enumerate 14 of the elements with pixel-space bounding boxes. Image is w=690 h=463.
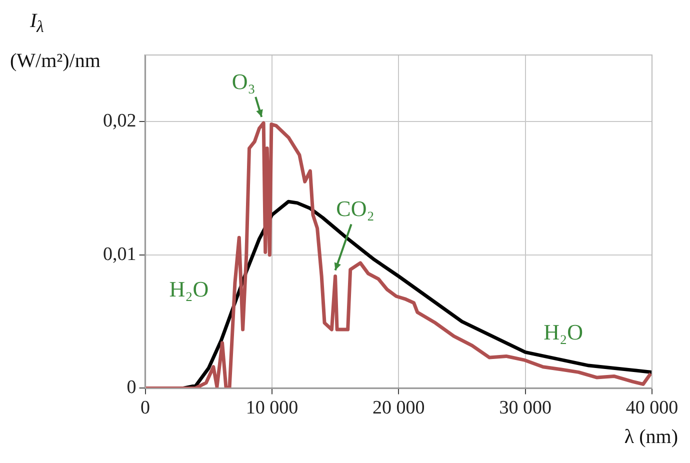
x-axis-title: λ (nm) bbox=[624, 426, 678, 449]
y-tick-label: 0 bbox=[126, 377, 136, 398]
annotation: H₂O bbox=[544, 319, 584, 344]
annotation: O₃ bbox=[232, 68, 256, 94]
y-tick-label: 0,01 bbox=[103, 244, 136, 265]
y-tick-label: 0,02 bbox=[103, 110, 136, 132]
x-tick-label: 20 000 bbox=[372, 398, 425, 419]
x-tick-label: 10 000 bbox=[246, 398, 298, 419]
annotation: H₂O bbox=[169, 276, 209, 302]
annotation: CO₂ bbox=[336, 196, 374, 222]
x-tick-label: 30 000 bbox=[499, 398, 552, 419]
x-tick-label: 40 000 bbox=[626, 398, 678, 419]
x-tick-label: 0 bbox=[140, 398, 150, 419]
y-axis-title: I$_{λ}$ (W/m²)/nm bbox=[10, 9, 100, 74]
